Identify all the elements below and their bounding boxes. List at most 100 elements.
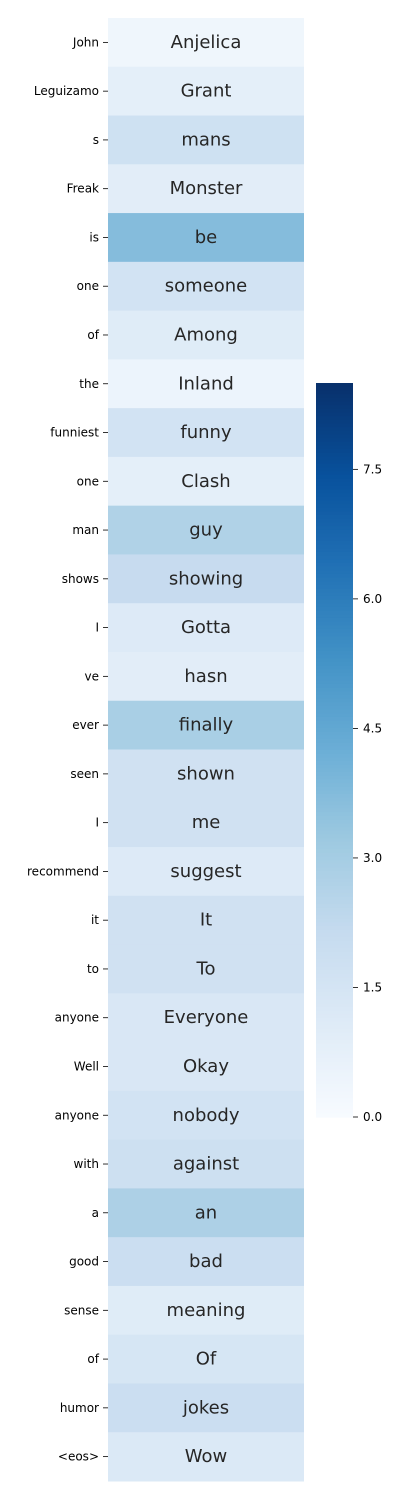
colorbar-segment xyxy=(316,452,353,457)
colorbar-segment xyxy=(316,1028,353,1034)
heatmap-cell xyxy=(108,1042,304,1092)
colorbar-segment xyxy=(316,779,353,784)
colorbar-segment xyxy=(316,812,353,817)
row-label: recommend xyxy=(27,864,99,878)
colorbar-segment xyxy=(316,687,353,692)
row-label: Well xyxy=(74,1059,99,1073)
colorbar-segment xyxy=(316,603,353,608)
colorbar-segment xyxy=(316,401,353,406)
colorbar-segment xyxy=(316,581,353,586)
heatmap-cell xyxy=(108,18,304,68)
row-label: funniest xyxy=(50,426,99,440)
colorbar-segment xyxy=(316,984,353,990)
cell-label: bad xyxy=(189,1251,223,1272)
colorbar-segment xyxy=(316,493,353,498)
colorbar-segment xyxy=(316,628,353,634)
colorbar-segment xyxy=(316,702,353,707)
row-label: man xyxy=(72,523,99,537)
colorbar-segment xyxy=(316,731,353,736)
colorbar-segment xyxy=(316,716,353,722)
colorbar-segment xyxy=(316,738,353,744)
colorbar-segment xyxy=(316,929,353,935)
colorbar-segment xyxy=(316,801,353,806)
colorbar-segment xyxy=(316,1083,353,1089)
colorbar-segment xyxy=(316,1017,353,1023)
colorbar-segment xyxy=(316,570,353,575)
colorbar-segment xyxy=(316,412,353,417)
colorbar-segment xyxy=(316,680,353,685)
colorbar-segment xyxy=(316,1032,353,1037)
colorbar-segment xyxy=(316,430,353,435)
colorbar-segment xyxy=(316,867,353,872)
colorbar-segment xyxy=(316,860,353,865)
colorbar-segment xyxy=(316,992,353,997)
colorbar-segment xyxy=(316,709,353,714)
colorbar-segment xyxy=(316,823,353,828)
colorbar-segment xyxy=(316,863,353,869)
colorbar-segment xyxy=(316,951,353,957)
colorbar-segment xyxy=(316,999,353,1004)
colorbar-segment xyxy=(316,661,353,667)
colorbar-segment xyxy=(316,753,353,758)
colorbar-segment xyxy=(316,900,353,905)
cell-label: To xyxy=(196,958,216,979)
colorbar-segment xyxy=(316,816,353,821)
colorbar-segment xyxy=(316,526,353,531)
heatmap-cell xyxy=(108,1237,304,1287)
cell-label: finally xyxy=(179,715,234,736)
colorbar-segment xyxy=(316,735,353,740)
colorbar-segment xyxy=(316,463,353,469)
colorbar-segment xyxy=(316,834,353,839)
heatmap-cell xyxy=(108,1432,304,1482)
cell-label: Okay xyxy=(183,1056,229,1077)
colorbar-tick-label: 1.5 xyxy=(363,980,382,994)
cell-label: nobody xyxy=(173,1105,240,1126)
colorbar-segment xyxy=(316,632,353,637)
colorbar-segment xyxy=(316,1061,353,1067)
colorbar-segment xyxy=(316,566,353,571)
colorbar-segment xyxy=(316,445,353,450)
colorbar-segment xyxy=(316,460,353,465)
colorbar-segment xyxy=(316,507,353,513)
cell-label: Anjelica xyxy=(171,32,242,53)
row-label: ve xyxy=(85,669,99,683)
cell-label: Monster xyxy=(170,178,243,199)
colorbar-segment xyxy=(316,639,353,645)
heatmap-cell xyxy=(108,66,304,117)
colorbar-segment xyxy=(316,918,353,924)
colorbar-segment xyxy=(316,827,353,832)
colorbar-segment xyxy=(316,977,353,982)
row-label: I xyxy=(95,621,99,635)
cell-label: someone xyxy=(165,276,248,297)
colorbar-segment xyxy=(316,478,353,483)
heatmap-cell xyxy=(108,261,304,312)
colorbar-segment xyxy=(316,625,353,630)
colorbar-segment xyxy=(316,871,353,876)
colorbar-segment xyxy=(316,504,353,509)
colorbar-segment xyxy=(316,683,353,689)
colorbar-segment xyxy=(316,1043,353,1048)
cell-label: jokes xyxy=(182,1397,229,1418)
colorbar-segment xyxy=(316,1080,353,1085)
row-label: anyone xyxy=(55,1108,99,1122)
colorbar-segment xyxy=(316,713,353,718)
heatmap-cell xyxy=(108,993,304,1043)
colorbar-segment xyxy=(316,405,353,410)
cell-label: mans xyxy=(181,129,230,150)
colorbar-segment xyxy=(316,636,353,641)
colorbar-segment xyxy=(316,1025,353,1030)
colorbar-segment xyxy=(316,1094,353,1100)
colorbar-segment xyxy=(316,419,353,424)
cell-label: Inland xyxy=(178,373,234,394)
colorbar-segment xyxy=(316,1014,353,1019)
colorbar-segment xyxy=(316,944,353,949)
colorbar-segment xyxy=(316,874,353,880)
row-label: Freak xyxy=(67,182,99,196)
colorbar-segment xyxy=(316,849,353,854)
colorbar-segment xyxy=(316,383,353,388)
colorbar-segment xyxy=(316,724,353,729)
colorbar-segment xyxy=(316,485,353,491)
colorbar-segment xyxy=(316,606,353,612)
colorbar-segment xyxy=(316,922,353,927)
